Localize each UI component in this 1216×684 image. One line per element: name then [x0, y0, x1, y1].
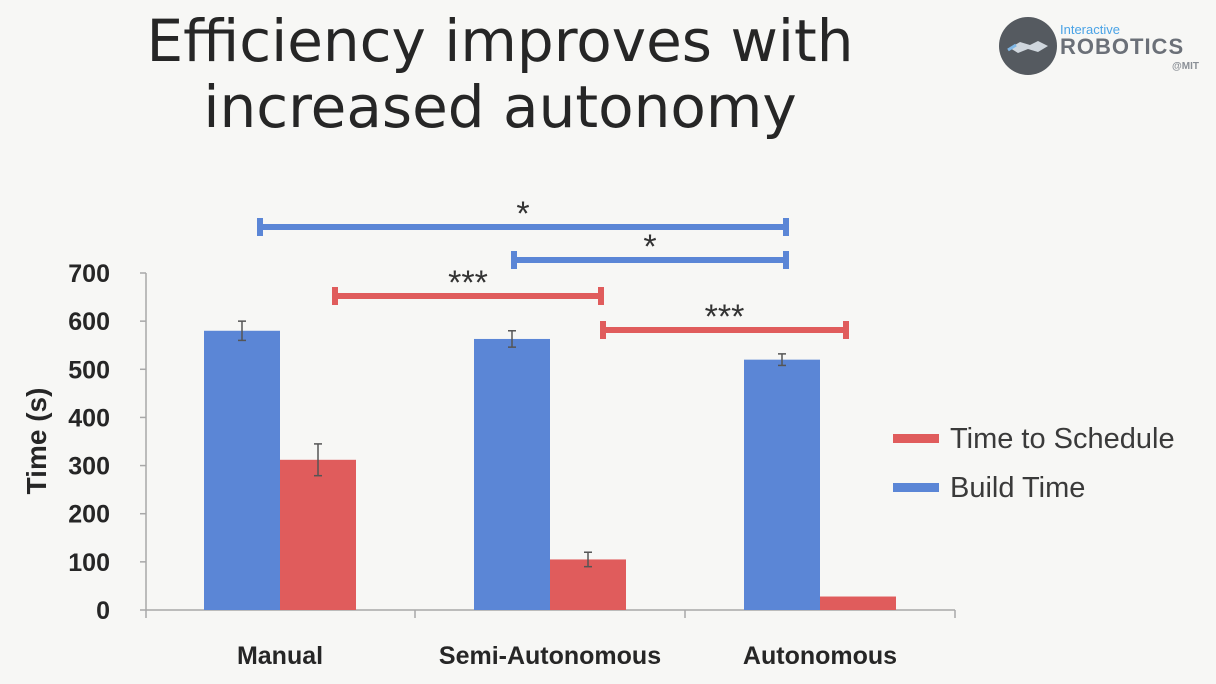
bar-build-time	[744, 359, 820, 610]
y-axis-label: Time (s)	[21, 388, 52, 495]
error-bar	[238, 320, 246, 342]
significance-bracket	[511, 251, 789, 269]
bar-time-to-schedule	[280, 459, 356, 610]
x-category-label: Autonomous	[743, 642, 897, 670]
bar-time-to-schedule	[550, 559, 626, 610]
y-tick-label: 300	[68, 453, 110, 481]
y-tick-label: 0	[96, 597, 110, 625]
x-category-label: Semi-Autonomous	[439, 642, 661, 670]
error-bar	[778, 353, 786, 367]
logo-top-text: Interactive	[1060, 22, 1120, 37]
legend-swatch	[893, 483, 939, 492]
interactive-robotics-logo: Interactive ROBOTICS @MIT	[999, 17, 1199, 75]
significance-label: *	[516, 195, 529, 233]
title-line-2: increased autonomy	[203, 73, 797, 141]
bar-time-to-schedule	[820, 596, 896, 610]
error-bar	[508, 330, 516, 348]
legend-swatch	[893, 434, 939, 443]
slide-title: Efficiency improves with increased auton…	[60, 8, 940, 140]
significance-bracket	[332, 287, 604, 305]
significance-bracket	[600, 321, 849, 339]
y-tick-label: 600	[68, 308, 110, 336]
logo-main-text: ROBOTICS	[1060, 34, 1184, 59]
significance-label: ***	[448, 264, 488, 302]
significance-label: ***	[705, 298, 745, 336]
legend-label: Time to Schedule	[950, 423, 1175, 455]
y-tick-label: 200	[68, 501, 110, 529]
legend-label: Build Time	[950, 472, 1085, 504]
x-category-label: Manual	[237, 642, 323, 670]
y-tick-label: 700	[68, 260, 110, 288]
logo-sub-text: @MIT	[1172, 61, 1199, 72]
y-tick-label: 500	[68, 356, 110, 384]
error-bar	[584, 551, 592, 568]
logo-handshake-icon	[1010, 41, 1048, 53]
bar-build-time	[204, 330, 280, 610]
bar-build-time	[474, 338, 550, 610]
y-tick-label: 100	[68, 549, 110, 577]
title-line-1: Efficiency improves with	[146, 7, 854, 75]
error-bar	[314, 443, 322, 477]
y-tick-label: 400	[68, 404, 110, 432]
significance-label: *	[643, 228, 656, 266]
significance-bracket	[257, 218, 789, 236]
